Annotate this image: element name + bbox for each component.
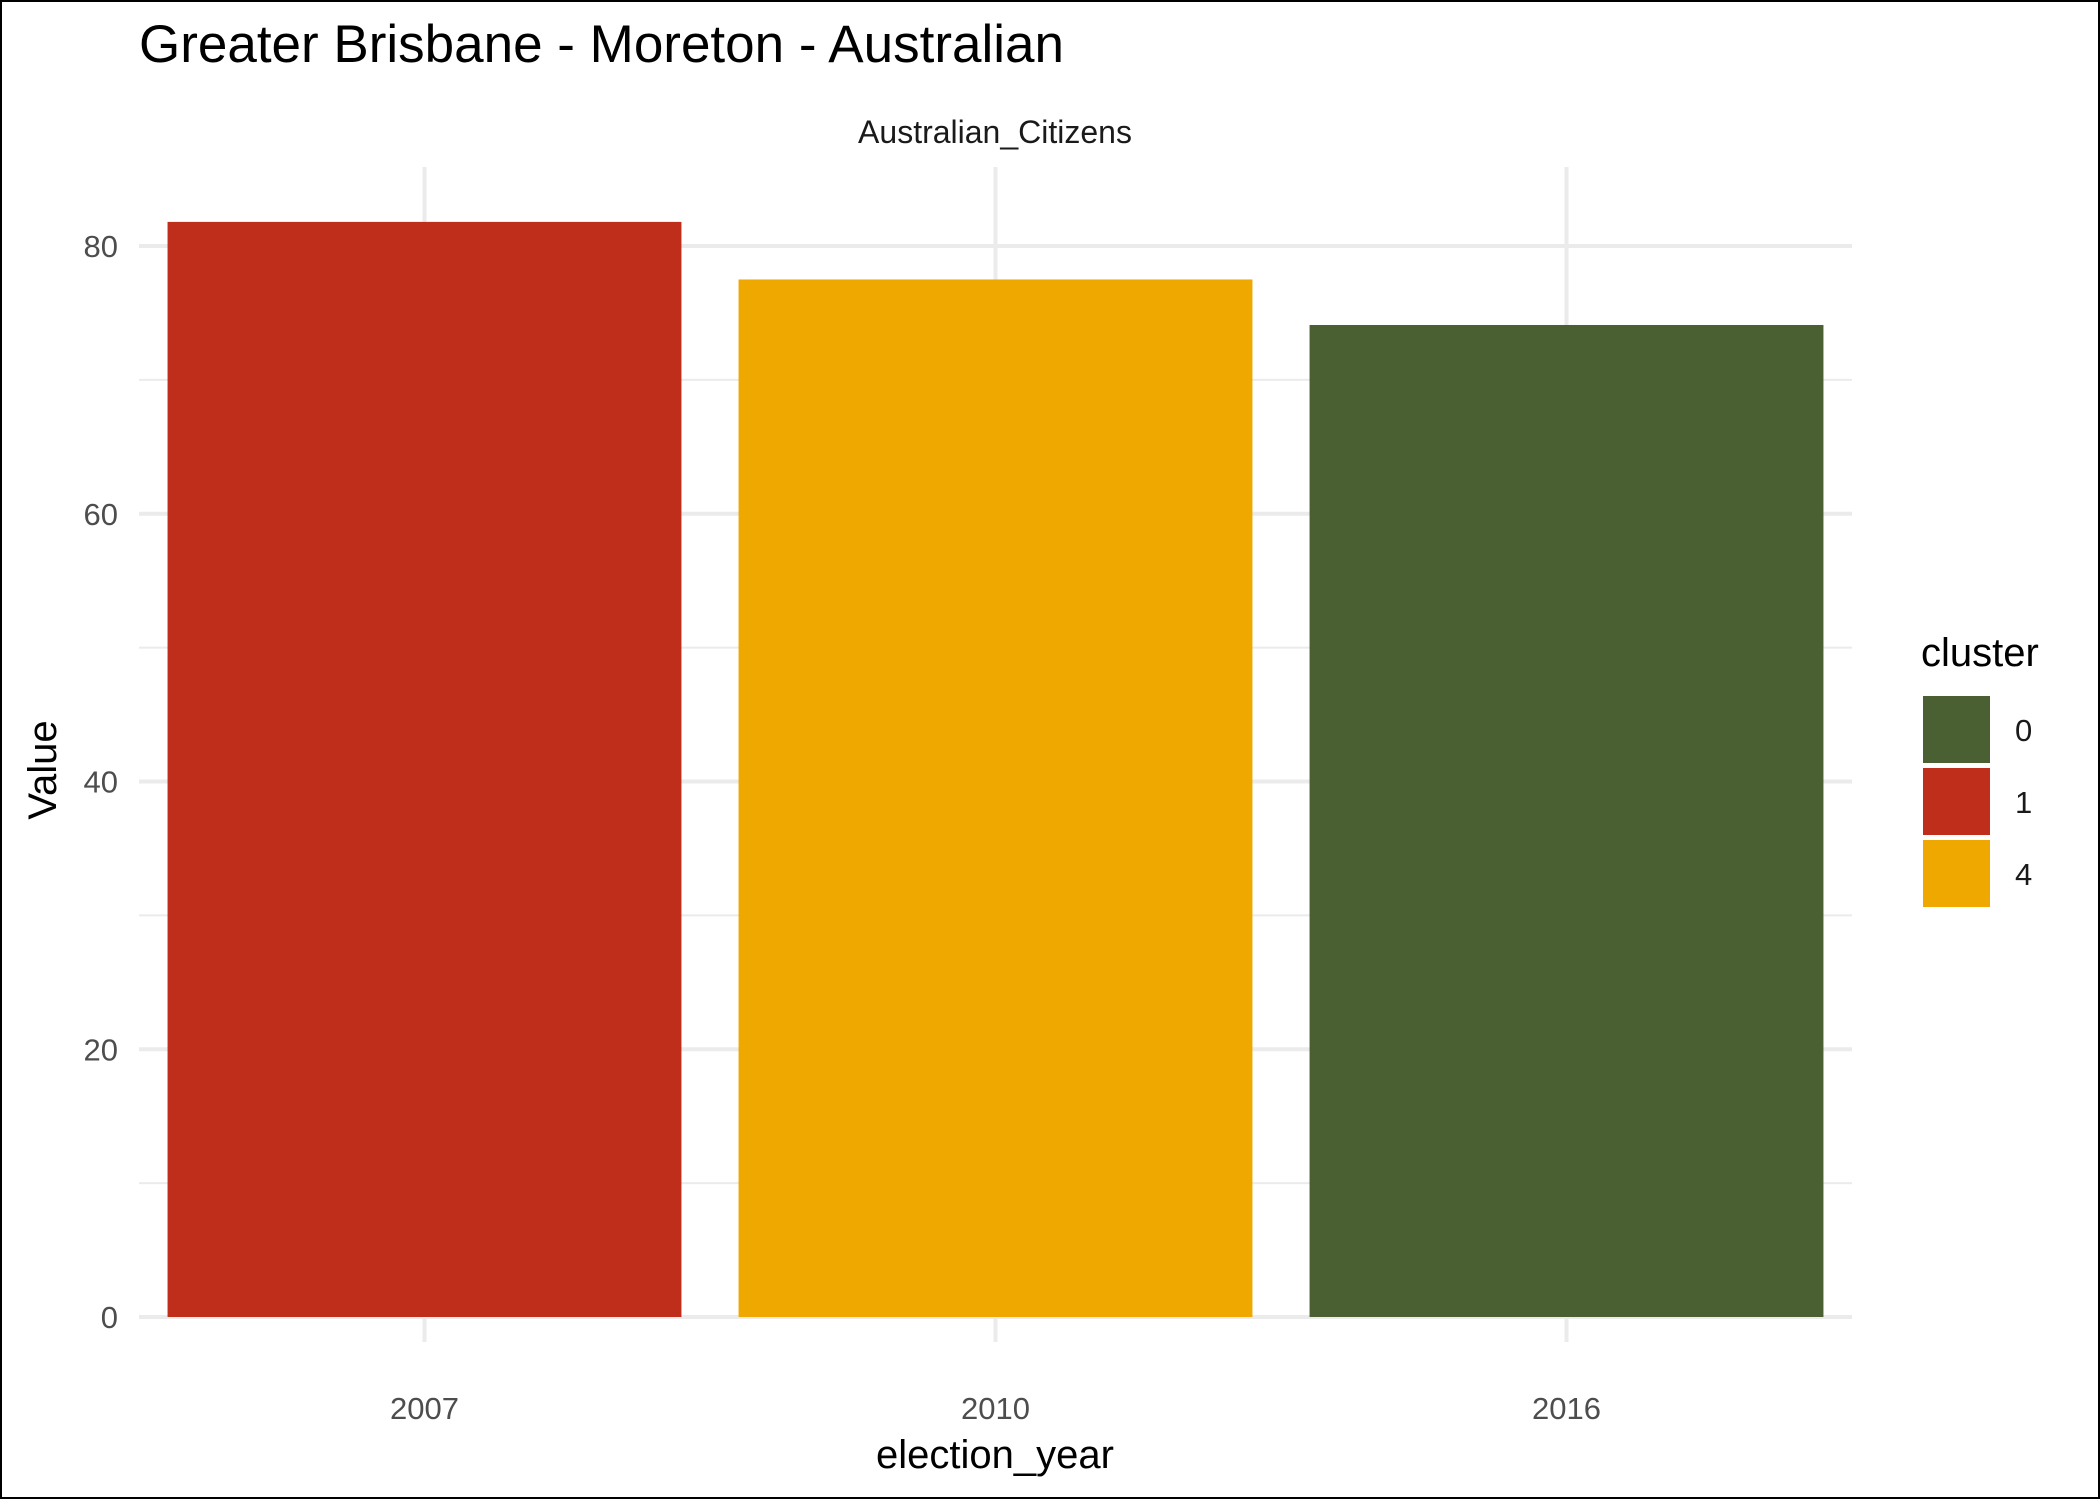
y-tick-label: 40 bbox=[84, 765, 118, 800]
x-tick-label: 2010 bbox=[961, 1391, 1030, 1426]
y-ticks: 0 20 40 60 80 bbox=[84, 229, 118, 1335]
y-axis-title: Value bbox=[21, 720, 65, 819]
chart-title: Greater Brisbane - Moreton - Australian bbox=[139, 15, 1064, 74]
x-tick-label: 2016 bbox=[1532, 1391, 1601, 1426]
bar-2010 bbox=[738, 279, 1253, 1317]
facet-strip-label: Australian_Citizens bbox=[858, 114, 1132, 150]
x-ticks: 2007 2010 2016 bbox=[390, 1391, 1601, 1426]
legend-key-1 bbox=[1923, 768, 1990, 835]
bar-2007 bbox=[167, 221, 682, 1318]
legend-items: 0 1 4 bbox=[1923, 696, 2032, 907]
x-tick-label: 2007 bbox=[390, 1391, 459, 1426]
legend-label-4: 4 bbox=[2015, 857, 2032, 892]
legend-key-4 bbox=[1923, 840, 1990, 907]
legend-key-0 bbox=[1923, 696, 1990, 763]
bar-2016 bbox=[1309, 324, 1824, 1318]
legend-label-1: 1 bbox=[2015, 785, 2032, 820]
y-tick-label: 20 bbox=[84, 1032, 118, 1067]
y-tick-label: 60 bbox=[84, 497, 118, 532]
legend: cluster 0 1 4 bbox=[1921, 631, 2039, 907]
legend-title: cluster bbox=[1921, 631, 2039, 675]
y-tick-label: 0 bbox=[101, 1300, 118, 1335]
bars-layer bbox=[167, 221, 1824, 1318]
y-tick-label: 80 bbox=[84, 229, 118, 264]
legend-label-0: 0 bbox=[2015, 713, 2032, 748]
x-axis-title: election_year bbox=[876, 1433, 1114, 1477]
